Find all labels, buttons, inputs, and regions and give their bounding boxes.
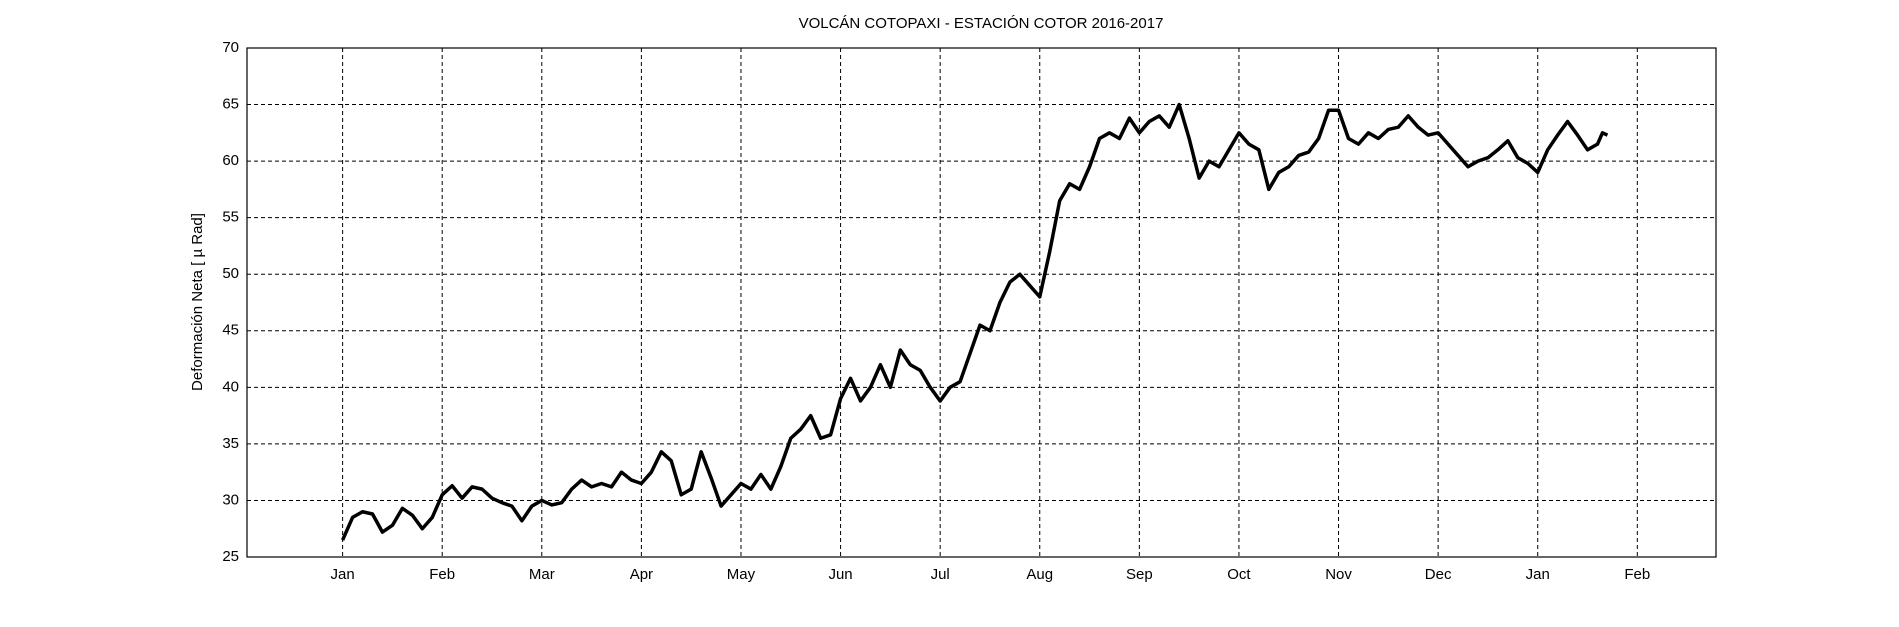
- y-tick-label: 25: [222, 548, 239, 565]
- x-tick-label: Jan: [1526, 566, 1550, 583]
- x-tick-label: Jun: [828, 566, 852, 583]
- y-tick-label: 60: [222, 152, 239, 169]
- plot-frame: [246, 47, 1717, 558]
- x-tick-label: Aug: [1026, 566, 1053, 583]
- x-tick-label: Apr: [630, 566, 653, 583]
- x-tick-label: Feb: [429, 566, 455, 583]
- y-tick-label: 45: [222, 322, 239, 339]
- x-tick-label: Oct: [1227, 566, 1251, 583]
- x-tick-label: Jan: [331, 566, 355, 583]
- y-axis-label: Deformación Neta [ µ Rad]: [189, 213, 206, 391]
- x-tick-label: Feb: [1624, 566, 1650, 583]
- y-tick-label: 40: [222, 378, 239, 395]
- x-tick-label: Jul: [931, 566, 950, 583]
- y-tick-label: 50: [222, 265, 239, 282]
- x-tick-label: Dec: [1425, 566, 1452, 583]
- x-tick-label: Nov: [1325, 566, 1352, 583]
- x-tick-label: May: [727, 566, 756, 583]
- x-tick-label: Sep: [1126, 566, 1153, 583]
- y-tick-label: 70: [222, 39, 239, 56]
- data-line: [341, 102, 1609, 541]
- y-tick-label: 35: [222, 435, 239, 452]
- x-tick-label: Mar: [529, 566, 555, 583]
- y-tick-label: 55: [222, 209, 239, 226]
- y-tick-label: 30: [222, 491, 239, 508]
- y-tick-label: 65: [222, 96, 239, 113]
- chart-title: VOLCÁN COTOPAXI - ESTACIÓN COTOR 2016-20…: [799, 15, 1164, 32]
